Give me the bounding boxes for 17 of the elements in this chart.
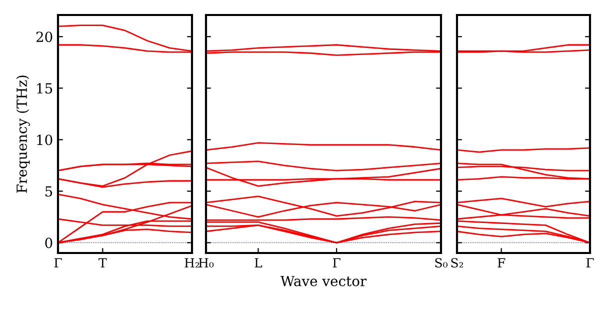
y-tick-label: 5	[45, 186, 52, 197]
y-tick-label: 10	[37, 134, 52, 146]
x-tick-label: S₀	[435, 258, 448, 268]
y-tick-label: 15	[37, 83, 52, 94]
x-tick-label: H₂	[184, 258, 200, 268]
x-tick-label: T	[98, 258, 107, 268]
y-tick-label: 20	[36, 32, 52, 42]
x-tick-label: L	[254, 258, 262, 268]
x-tick-label: Γ	[54, 258, 62, 268]
x-tick-label: F	[498, 258, 506, 268]
y-axis-title: Frequency (THz)	[16, 76, 30, 193]
y-tick-label: 0	[45, 238, 52, 248]
x-tick-label: H₀	[198, 258, 214, 268]
x-tick-label: S₂	[451, 258, 463, 268]
x-tick-label: Γ	[332, 258, 340, 268]
x-tick-label: Γ	[586, 258, 594, 268]
x-axis-title: Wave vector	[280, 276, 367, 286]
